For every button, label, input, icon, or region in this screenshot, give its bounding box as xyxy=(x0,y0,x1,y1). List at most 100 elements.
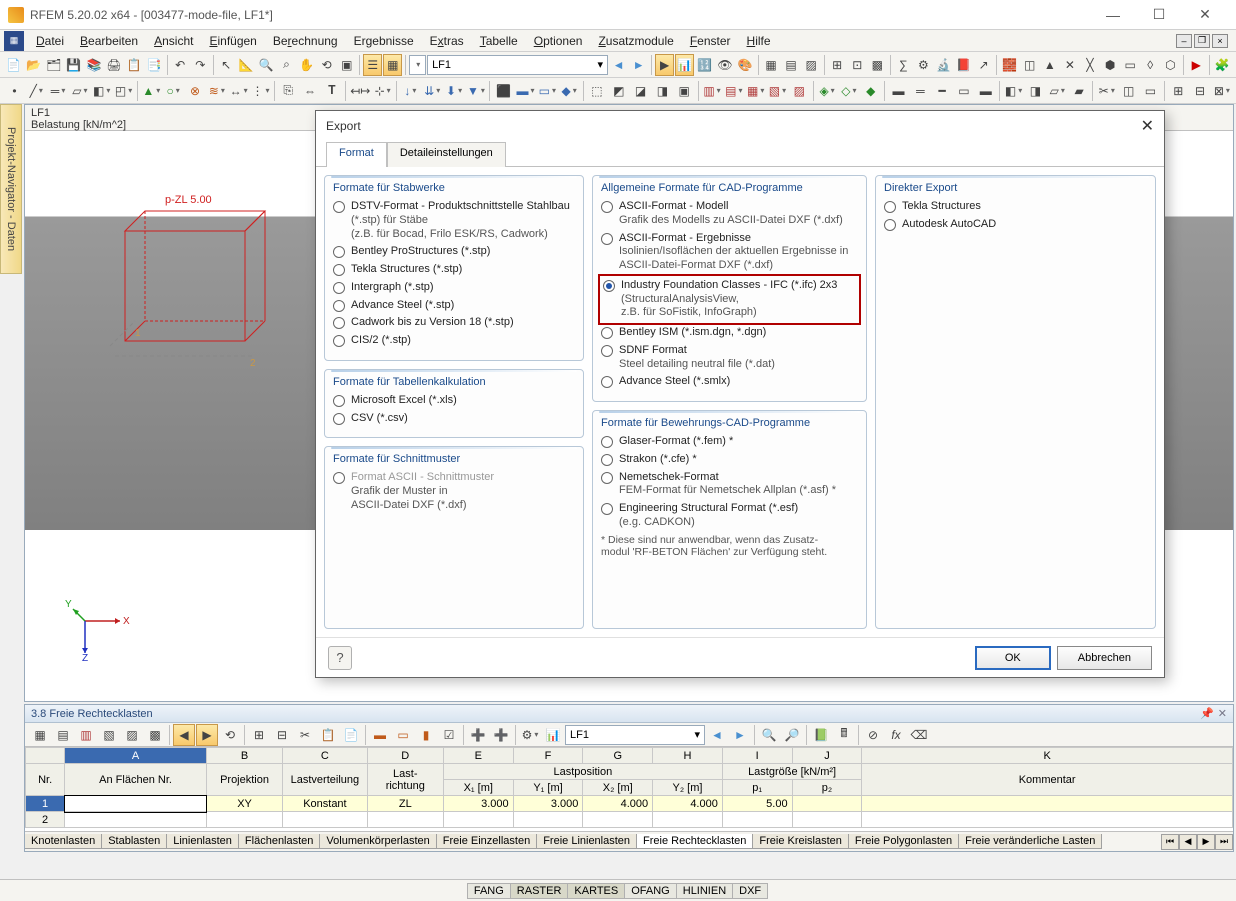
col-header[interactable]: Projektion xyxy=(206,764,282,796)
shp3-icon[interactable]: ▱ xyxy=(1047,80,1068,102)
col-header[interactable]: Lastverteilung xyxy=(283,764,367,796)
radio-option[interactable]: Advance Steel (*.stp) xyxy=(333,299,575,313)
tt8-icon[interactable]: ▶ xyxy=(196,724,218,746)
combo-small[interactable] xyxy=(409,55,426,75)
tt23-icon[interactable]: 🔍 xyxy=(758,724,780,746)
tt14-icon[interactable]: 📄 xyxy=(340,724,362,746)
result-icon[interactable]: ▶ xyxy=(655,54,674,76)
book-icon[interactable]: 📕 xyxy=(954,54,973,76)
radio-option[interactable]: Tekla Structures (*.stp) xyxy=(333,263,575,277)
sidebar-tab[interactable]: Projekt-Navigator - Daten xyxy=(0,104,22,274)
status-toggle[interactable]: OFANG xyxy=(624,883,677,899)
row-number[interactable]: 2 xyxy=(26,812,65,828)
sect4-icon[interactable]: ╳ xyxy=(1080,54,1099,76)
menu-ansicht[interactable]: Ansicht xyxy=(146,32,201,50)
set-icon[interactable]: ⋮ xyxy=(250,80,271,102)
status-toggle[interactable]: FANG xyxy=(467,883,511,899)
load-tab[interactable]: Stablasten xyxy=(101,834,167,849)
tab-nav-button[interactable]: ⏭ xyxy=(1215,834,1233,850)
open-icon[interactable]: 📂 xyxy=(24,54,43,76)
table-lf-combo[interactable]: LF1▾ xyxy=(565,725,705,745)
cell[interactable] xyxy=(722,812,792,828)
load-tab[interactable]: Flächenlasten xyxy=(238,834,321,849)
load7-icon[interactable]: ▭ xyxy=(537,80,558,102)
radio-option[interactable]: Tekla Structures xyxy=(884,200,1147,214)
mdi-restore[interactable]: ❐ xyxy=(1194,34,1210,48)
shp1-icon[interactable]: ◧ xyxy=(1003,80,1024,102)
col-header[interactable]: Nr. xyxy=(26,764,65,796)
sel2-icon[interactable]: ◩ xyxy=(608,80,629,102)
redo-icon[interactable]: ↷ xyxy=(191,54,210,76)
cut1-icon[interactable]: ✂ xyxy=(1096,80,1117,102)
status-toggle[interactable]: KARTES xyxy=(567,883,625,899)
misc1-icon[interactable]: ⊞ xyxy=(1168,80,1189,102)
sel1-icon[interactable]: ⬚ xyxy=(587,80,608,102)
proj-icon[interactable]: ◆ xyxy=(860,80,881,102)
radio-option[interactable]: Glaser-Format (*.fem) * xyxy=(601,435,858,449)
render1-icon[interactable]: ▦ xyxy=(761,54,780,76)
load1-icon[interactable]: ↓ xyxy=(400,80,421,102)
zoomwin-icon[interactable]: ⌕ xyxy=(277,54,296,76)
sel5-icon[interactable]: ▣ xyxy=(674,80,695,102)
hinge-icon[interactable]: ○ xyxy=(163,80,184,102)
color-icon[interactable]: 🎨 xyxy=(735,54,754,76)
tt5-icon[interactable]: ▨ xyxy=(121,724,143,746)
fit-icon[interactable]: ▣ xyxy=(337,54,356,76)
grid2-icon[interactable]: ▩ xyxy=(868,54,887,76)
menu-optionen[interactable]: Optionen xyxy=(526,32,591,50)
radio-option[interactable]: SDNF FormatSteel detailing neutral file … xyxy=(601,344,858,372)
tt4-icon[interactable]: ▧ xyxy=(98,724,120,746)
mesh-icon[interactable]: ⊞ xyxy=(828,54,847,76)
shp2-icon[interactable]: ◨ xyxy=(1025,80,1046,102)
disp2-icon[interactable]: ═ xyxy=(910,80,931,102)
solid-icon[interactable]: ◧ xyxy=(91,80,112,102)
tab-nav-button[interactable]: ⏮ xyxy=(1161,834,1179,850)
tt29-icon[interactable]: ⌫ xyxy=(908,724,930,746)
radio-option[interactable]: Industry Foundation Classes - IFC (*.ifc… xyxy=(601,277,858,322)
menu-bearbeiten[interactable]: Bearbeiten xyxy=(72,32,146,50)
col-header[interactable]: Last-richtung xyxy=(367,764,443,796)
cut3-icon[interactable]: ▭ xyxy=(1140,80,1161,102)
load-tab[interactable]: Freie Einzellasten xyxy=(436,834,537,849)
menu-ergebnisse[interactable]: Ergebnisse xyxy=(346,32,422,50)
persp-icon[interactable]: ◇ xyxy=(838,80,859,102)
sect2-icon[interactable]: ▲ xyxy=(1040,54,1059,76)
cancel-button[interactable]: Abbrechen xyxy=(1057,646,1152,670)
preview-icon[interactable]: 📑 xyxy=(145,54,164,76)
mdi-minimize[interactable]: – xyxy=(1176,34,1192,48)
load-tab[interactable]: Freie Linienlasten xyxy=(536,834,637,849)
cell[interactable] xyxy=(367,812,443,828)
sect5-icon[interactable]: ⬢ xyxy=(1101,54,1120,76)
render3-icon[interactable]: ▨ xyxy=(802,54,821,76)
tt9-icon[interactable]: ⟲ xyxy=(219,724,241,746)
status-toggle[interactable]: DXF xyxy=(732,883,768,899)
tt10-icon[interactable]: ⊞ xyxy=(248,724,270,746)
view2-icon[interactable]: ▤ xyxy=(723,80,744,102)
node-icon[interactable]: • xyxy=(4,80,25,102)
misc2-icon[interactable]: ⊟ xyxy=(1190,80,1211,102)
load-tab[interactable]: Freie Kreislasten xyxy=(752,834,849,849)
cell[interactable] xyxy=(283,812,367,828)
col-header[interactable]: Lastgröße [kN/m²] xyxy=(722,764,861,780)
sect1-icon[interactable]: ◫ xyxy=(1020,54,1039,76)
load5-icon[interactable]: ⬛ xyxy=(493,80,514,102)
load-tab[interactable]: Freie Polygonlasten xyxy=(848,834,959,849)
col-letter[interactable]: F xyxy=(513,748,583,764)
addon-icon[interactable]: 🧩 xyxy=(1213,54,1232,76)
module-icon[interactable]: ⚙ xyxy=(914,54,933,76)
sect3-icon[interactable]: ✕ xyxy=(1060,54,1079,76)
new-icon[interactable]: 📄 xyxy=(4,54,23,76)
menu-tabelle[interactable]: Tabelle xyxy=(472,32,526,50)
copy-icon[interactable]: ⎘ xyxy=(278,80,299,102)
cell[interactable]: 3.000 xyxy=(513,796,583,812)
saveall-icon[interactable]: 📚 xyxy=(84,54,103,76)
cell[interactable] xyxy=(443,812,513,828)
tt24-icon[interactable]: 🔎 xyxy=(781,724,803,746)
export-icon[interactable]: ↗ xyxy=(974,54,993,76)
tt1-icon[interactable]: ▦ xyxy=(29,724,51,746)
maximize-button[interactable]: ☐ xyxy=(1136,0,1182,30)
load-tab[interactable]: Volumenkörperlasten xyxy=(319,834,436,849)
tab-format[interactable]: Format xyxy=(326,142,387,167)
radio-option[interactable]: Nemetschek-FormatFEM-Format für Nemetsch… xyxy=(601,471,858,499)
radio-option[interactable]: DSTV-Format - Produktschnittstelle Stahl… xyxy=(333,200,575,241)
